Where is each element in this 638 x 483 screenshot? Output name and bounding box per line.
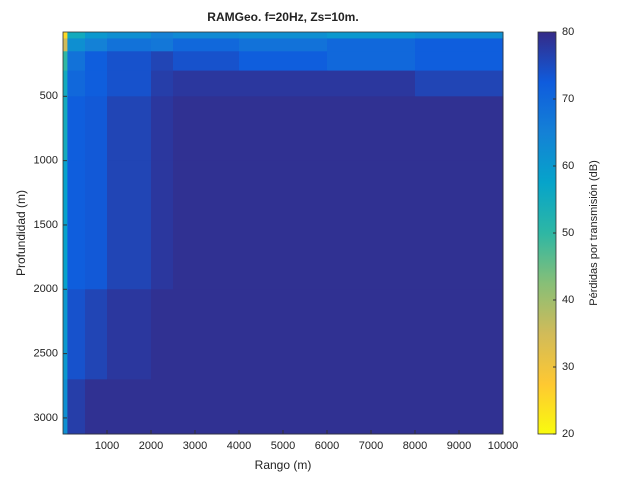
y-tick-label: 2000 [34, 283, 58, 295]
heatmap-cell [173, 70, 240, 97]
colorbar-tick-label: 30 [562, 361, 574, 373]
heatmap-cell [67, 51, 86, 72]
x-tick-label: 9000 [447, 440, 471, 452]
heatmap-cell [327, 96, 416, 162]
colorbar-tick-label: 20 [562, 428, 574, 440]
colorbar-tick-label: 40 [562, 294, 574, 306]
heatmap-cell [107, 96, 152, 162]
heatmap-cell [67, 160, 86, 290]
heatmap-cell [327, 379, 416, 435]
heatmap-cell [239, 51, 328, 72]
x-tick-label: 6000 [315, 440, 339, 452]
heatmap-cell [63, 38, 68, 52]
heatmap-cell [415, 32, 504, 39]
chart-title: RAMGeo. f=20Hz, Zs=10m. [207, 10, 358, 24]
heatmap-cell [173, 289, 240, 380]
heatmap-cell [67, 32, 86, 39]
heatmap-cell [239, 160, 328, 290]
x-tick-label: 10000 [488, 440, 519, 452]
heatmap-cell [173, 96, 240, 162]
heatmap-cell [85, 379, 108, 435]
x-tick-label: 4000 [227, 440, 251, 452]
heatmap-cell [173, 51, 240, 72]
heatmap-cell [67, 70, 86, 97]
heatmap-cell [63, 32, 68, 39]
x-tick-label: 8000 [403, 440, 427, 452]
x-tick-label: 3000 [183, 440, 207, 452]
heatmap-cell [63, 70, 68, 97]
heatmap-cell [151, 38, 174, 52]
heatmap-cell [151, 32, 174, 39]
heatmap-cell [173, 32, 240, 39]
colorbar-tick-label: 60 [562, 160, 574, 172]
x-tick-label: 1000 [95, 440, 119, 452]
heatmap-cell [107, 70, 152, 97]
heatmap-cell [85, 96, 108, 162]
colorbar-tick-label: 80 [562, 26, 574, 38]
colorbar-tick-label: 50 [562, 227, 574, 239]
heatmap-cell [173, 160, 240, 290]
y-tick-label: 2500 [34, 348, 58, 360]
heatmap-cell [67, 38, 86, 52]
x-tick-label: 7000 [359, 440, 383, 452]
heatmap-cell [151, 70, 174, 97]
y-tick-label: 3000 [34, 412, 58, 424]
heatmap-cell [151, 289, 174, 380]
heatmap-cell [63, 96, 68, 162]
heatmap-cell [239, 70, 328, 97]
heatmap-cell [151, 96, 174, 162]
x-tick-label: 2000 [139, 440, 163, 452]
heatmap-cell [63, 289, 68, 380]
heatmap-cell [173, 38, 240, 52]
heatmap-cell [107, 160, 152, 290]
heatmap-cell [415, 96, 504, 162]
heatmap-cell [63, 51, 68, 72]
heatmap-cell [107, 379, 152, 435]
y-tick-label: 500 [40, 90, 58, 102]
heatmap-cell [239, 289, 328, 380]
heatmap-cell [415, 379, 504, 435]
x-tick-label: 5000 [271, 440, 295, 452]
heatmap-cell [239, 32, 328, 39]
heatmap-cell [327, 160, 416, 290]
heatmap-cell [239, 38, 328, 52]
heatmap-cell [107, 51, 152, 72]
heatmap-cell [85, 70, 108, 97]
heatmap-cell [415, 51, 504, 72]
y-axis-label: Profundidad (m) [14, 190, 28, 276]
heatmap-cell [415, 38, 504, 52]
heatmap-cell [85, 160, 108, 290]
heatmap-cell [107, 289, 152, 380]
heatmap-cell [85, 51, 108, 72]
heatmap-cell [415, 160, 504, 290]
heatmap-cell [415, 289, 504, 380]
heatmap-cell [327, 51, 416, 72]
colorbar-tick-label: 70 [562, 93, 574, 105]
heatmap-cell [151, 379, 174, 435]
y-tick-label: 1500 [34, 219, 58, 231]
heatmap-cell [415, 70, 504, 97]
heatmap-cell [67, 379, 86, 435]
heatmap-cell [67, 289, 86, 380]
heatmap-cell [327, 32, 416, 39]
heatmap-cell [67, 96, 86, 162]
heatmap-cell [327, 70, 416, 97]
heatmap-cell [239, 96, 328, 162]
heatmap-cell [151, 51, 174, 72]
heatmap-cell [85, 32, 108, 39]
colorbar-label: Pérdidas por transmisión (dB) [588, 160, 600, 306]
heatmap-cell [173, 379, 240, 435]
heatmap-cell [85, 38, 108, 52]
heatmap-cell [107, 32, 152, 39]
heatmap-cell [327, 38, 416, 52]
x-axis-label: Rango (m) [255, 458, 312, 472]
heatmap-cell [63, 379, 68, 435]
heatmap-cell [327, 289, 416, 380]
y-tick-label: 1000 [34, 155, 58, 167]
heatmap-cell [85, 289, 108, 380]
heatmap-cell [151, 160, 174, 290]
heatmap-cell [107, 38, 152, 52]
heatmap-cell [239, 379, 328, 435]
